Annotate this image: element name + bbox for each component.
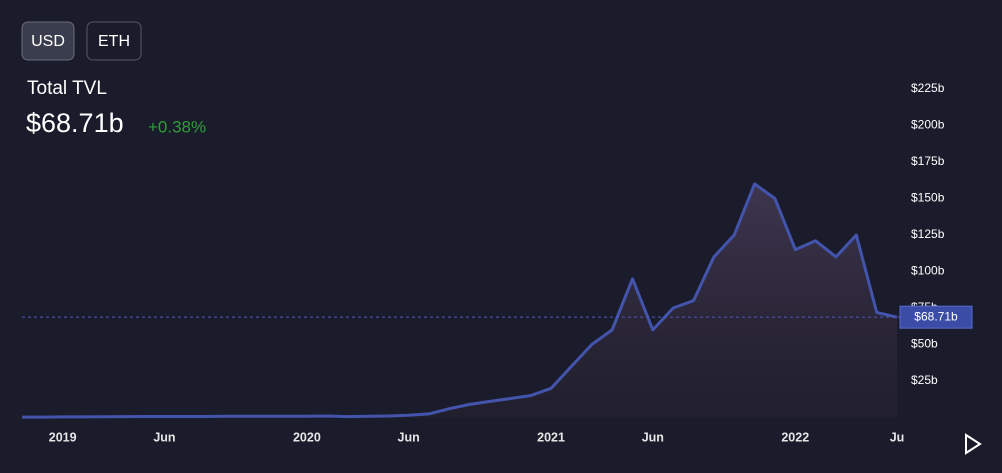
x-tick-label: 2019: [49, 430, 77, 444]
play-button[interactable]: [965, 433, 982, 455]
toggle-button[interactable]: [21, 21, 75, 61]
area: [22, 183, 897, 418]
x-tick-label: Jun: [642, 430, 664, 444]
toggle-label[interactable]: USD: [31, 33, 65, 50]
x-tick-label: 2022: [781, 430, 809, 444]
x-tick-label: Ju: [890, 430, 905, 444]
y-tick-label: $125b: [911, 227, 945, 241]
y-tick-label: $150b: [911, 191, 945, 205]
current-value-tag: [899, 305, 973, 329]
x-tick-label: 2021: [537, 430, 565, 444]
chart-title: Total TVL: [27, 78, 107, 99]
change: +0.38%: [148, 117, 206, 136]
line: [22, 182, 898, 419]
y-tick-label: $100b: [911, 264, 945, 278]
x-tick-label: 2020: [293, 430, 321, 444]
toggle-label[interactable]: ETH: [98, 33, 130, 50]
y-tick-label: $50b: [911, 337, 938, 351]
current-value-tag-label: $68.71b: [914, 309, 958, 323]
current-value: $68.71b: [26, 108, 124, 138]
x-tick-label: Jun: [398, 430, 420, 444]
y-tick-label: $25b: [911, 373, 938, 387]
y-tick-label: $225b: [911, 81, 945, 95]
toggle-button[interactable]: [86, 21, 142, 61]
y-tick-label: $200b: [911, 118, 945, 132]
y-tick-label: $175b: [911, 154, 945, 168]
x-tick-label: Jun: [153, 430, 175, 444]
